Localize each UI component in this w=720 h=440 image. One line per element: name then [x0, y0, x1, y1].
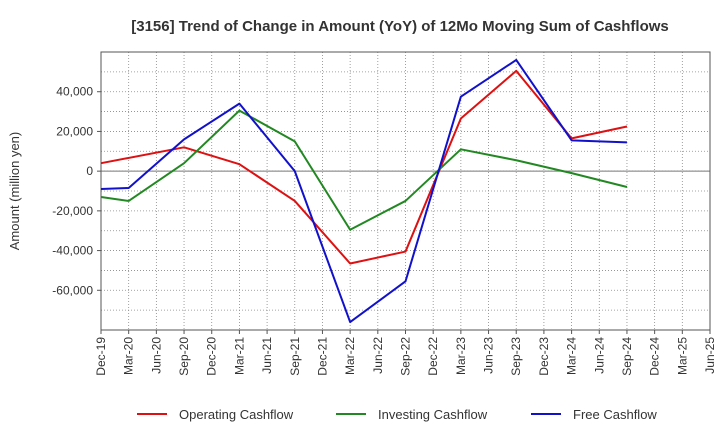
legend-label-free-cashflow: Free Cashflow	[573, 407, 657, 422]
x-tick-label: Dec-20	[205, 337, 219, 376]
y-tick-label: 0	[86, 164, 93, 178]
x-axis: Dec-19 Mar-20 Jun-20 Sep-20 Dec-20 Mar-21 Jun-…	[94, 330, 717, 376]
x-tick-label: Jun-21	[260, 337, 274, 374]
x-tick-label: Jun-20	[149, 337, 163, 374]
y-tick-label: -60,000	[52, 283, 93, 297]
x-tick-label: Mar-22	[343, 337, 357, 375]
x-tick-label: Mar-25	[675, 337, 689, 375]
y-tick-label: -20,000	[52, 204, 93, 218]
x-tick-label: Dec-19	[94, 337, 108, 376]
x-tick-label: Mar-20	[122, 337, 136, 375]
x-tick-label: Sep-22	[399, 337, 413, 376]
x-tick-label: Sep-21	[288, 337, 302, 376]
y-axis-label: Amount (million yen)	[7, 132, 22, 251]
grid	[100, 51, 711, 331]
x-tick-label: Jun-23	[482, 337, 496, 374]
x-tick-label: Sep-23	[509, 337, 523, 376]
x-tick-label: Jun-25	[703, 337, 717, 374]
legend-label-investing-cashflow: Investing Cashflow	[378, 407, 488, 422]
series-line-free-cashflow	[100, 58, 627, 324]
x-tick-label: Sep-24	[620, 337, 634, 376]
x-tick-label: Mar-24	[565, 337, 579, 375]
series-line-investing-cashflow	[100, 109, 628, 231]
legend: Operating Cashflow Investing Cashflow Free…	[137, 407, 657, 422]
y-axis: -60,000 -40,000 -20,000 0 20,000 40,000	[52, 85, 101, 297]
x-tick-label: Mar-21	[232, 337, 246, 375]
chart-title: [3156] Trend of Change in Amount (YoY) o…	[131, 18, 669, 35]
x-tick-label: Sep-20	[177, 337, 191, 376]
y-tick-label: 40,000	[56, 85, 93, 99]
y-tick-label: 20,000	[56, 124, 93, 138]
x-tick-label: Jun-22	[371, 337, 385, 374]
legend-label-operating-cashflow: Operating Cashflow	[179, 407, 294, 422]
series-lines	[100, 58, 628, 324]
x-tick-label: Dec-24	[648, 337, 662, 376]
x-tick-label: Jun-24	[592, 337, 606, 374]
x-tick-label: Mar-23	[454, 337, 468, 375]
x-tick-label: Dec-21	[315, 337, 329, 376]
y-tick-label: -40,000	[52, 244, 93, 258]
x-tick-label: Dec-23	[537, 337, 551, 376]
x-tick-label: Dec-22	[426, 337, 440, 376]
series-line-operating-cashflow	[100, 69, 628, 265]
